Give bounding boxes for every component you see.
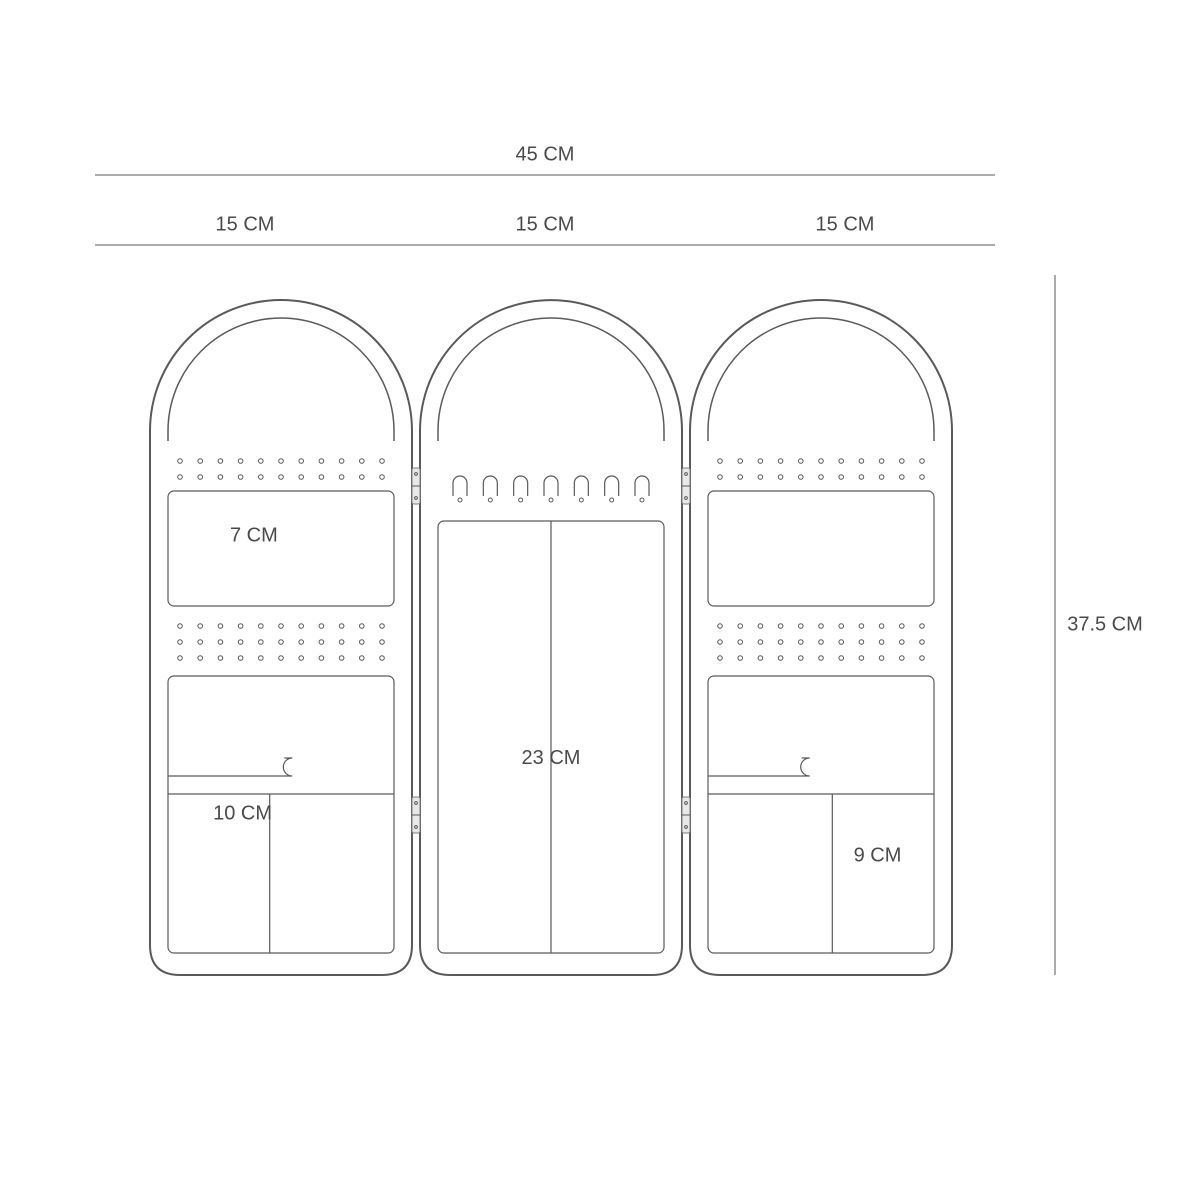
dim-9cm: 9 CM	[854, 844, 902, 866]
panels: 7 CM 10 CM 23 CM 9 CM	[150, 300, 952, 975]
dim-10cm: 10 CM	[213, 802, 272, 824]
hinge	[412, 797, 420, 833]
hinge	[682, 468, 690, 504]
dim-panel-width-1: 15 CM	[216, 213, 275, 235]
dim-total-height: 37.5 CM	[1067, 613, 1143, 635]
hinge	[412, 468, 420, 504]
panel-3: 9 CM	[690, 300, 952, 975]
dim-panel-width-3: 15 CM	[816, 213, 875, 235]
dim-23cm: 23 CM	[522, 747, 581, 769]
dim-total-width: 45 CM	[516, 143, 575, 165]
dim-7cm: 7 CM	[230, 524, 278, 546]
panel-1: 7 CM 10 CM	[150, 300, 412, 975]
dim-panel-width-2: 15 CM	[516, 213, 575, 235]
panel-2: 23 CM	[420, 300, 682, 975]
hinge	[682, 797, 690, 833]
